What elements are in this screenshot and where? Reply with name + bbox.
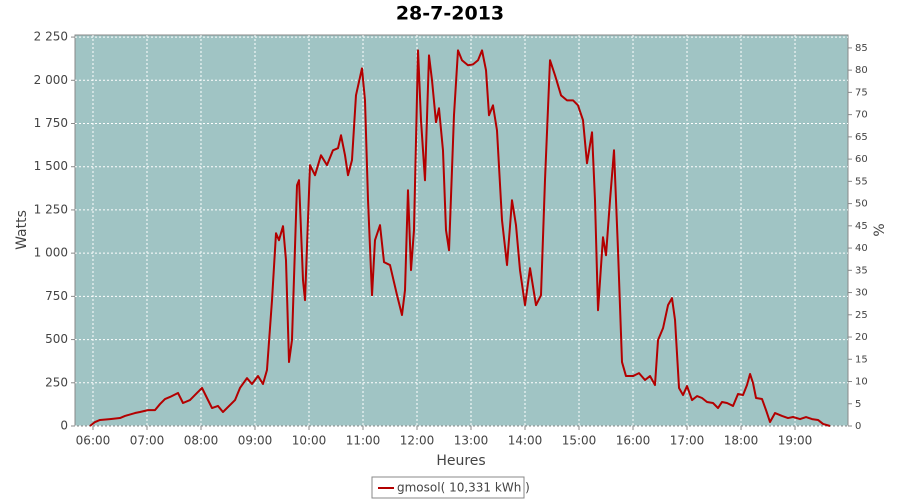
plot-area <box>74 34 849 427</box>
y-tick-label: 1 000 <box>34 246 68 260</box>
x-tick-label: 19:00 <box>778 434 813 448</box>
y-tick-label: 250 <box>45 375 68 389</box>
y2-tick-label: 55 <box>855 176 868 187</box>
x-tick-label: 18:00 <box>724 434 759 448</box>
y-tick-label: 1 750 <box>34 116 68 130</box>
y2-tick-label: 5 <box>855 399 861 410</box>
y2-tick-label: 0 <box>855 421 861 432</box>
x-tick-label: 17:00 <box>670 434 705 448</box>
y-tick-label: 750 <box>45 289 68 303</box>
x-tick-label: 16:00 <box>616 434 651 448</box>
y-tick-label: 1 250 <box>34 202 68 216</box>
y2-tick-label: 65 <box>855 132 868 143</box>
x-tick-label: 09:00 <box>238 434 273 448</box>
x-tick-label: 10:00 <box>292 434 327 448</box>
legend-box <box>371 476 525 499</box>
y-tick-label: 2 250 <box>34 30 68 44</box>
y2-tick-label: 10 <box>855 377 868 388</box>
y2-tick-label: 60 <box>855 154 868 165</box>
y2-tick-label: 85 <box>855 43 868 54</box>
x-tick-label: 13:00 <box>454 434 489 448</box>
y2-tick-label: 15 <box>855 354 868 365</box>
x-tick-label: 14:00 <box>508 434 543 448</box>
legend-label: gmosol( 10,331 kWh ) <box>397 481 530 495</box>
x-tick-label: 08:00 <box>184 434 219 448</box>
x-tick-label: 06:00 <box>76 434 111 448</box>
y2-tick-label: 50 <box>855 199 868 210</box>
x-tick-label: 11:00 <box>346 434 381 448</box>
y-tick-label: 0 <box>60 419 68 433</box>
y2-tick-label: 45 <box>855 221 868 232</box>
y2-tick-label: 25 <box>855 310 868 321</box>
series-line <box>89 49 831 427</box>
x-tick-label: 07:00 <box>130 434 165 448</box>
y2-tick-label: 40 <box>855 243 868 254</box>
chart-title: 28-7-2013 <box>396 3 504 25</box>
x-axis-label: Heures <box>436 453 485 469</box>
x-tick-label: 15:00 <box>562 434 597 448</box>
y2-tick-label: 70 <box>855 110 868 121</box>
y2-axis-label: % <box>872 223 888 236</box>
y2-tick-label: 75 <box>855 87 868 98</box>
y-tick-label: 1 500 <box>34 159 68 173</box>
y2-tick-label: 30 <box>855 288 868 299</box>
y2-tick-label: 80 <box>855 65 868 76</box>
y-tick-label: 500 <box>45 332 68 346</box>
x-tick-label: 12:00 <box>400 434 435 448</box>
y-tick-label: 2 000 <box>34 73 68 87</box>
y2-tick-label: 20 <box>855 332 868 343</box>
y2-tick-label: 35 <box>855 265 868 276</box>
y-axis-label: Watts <box>14 210 30 250</box>
